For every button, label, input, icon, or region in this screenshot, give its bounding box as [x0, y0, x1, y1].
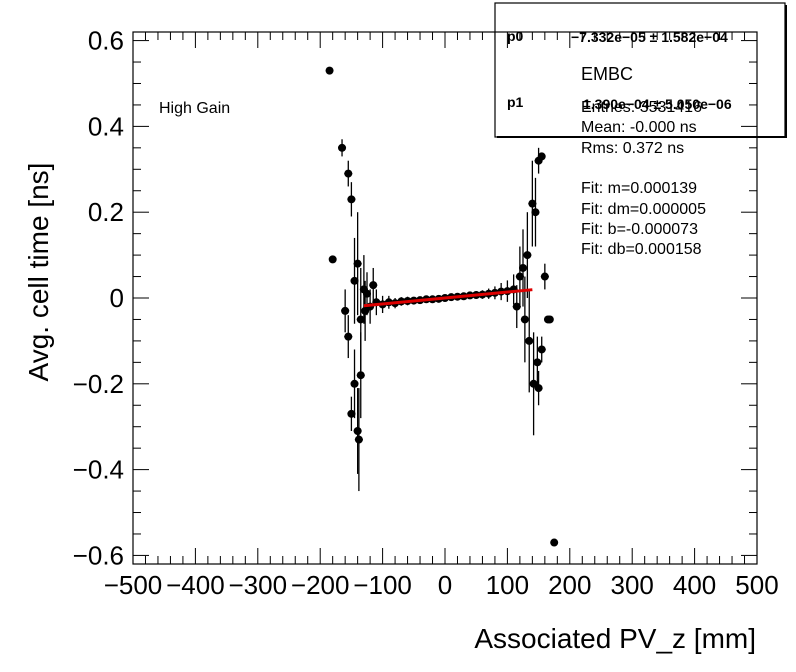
stats-name: EMBC: [581, 64, 633, 84]
data-point: [353, 259, 362, 268]
x-tick-label: 0: [438, 570, 452, 600]
fit-line: [363, 288, 533, 308]
stats-fit-m: Fit: m=0.000139: [581, 180, 697, 197]
x-tick-label: 300: [611, 570, 654, 600]
data-point: [537, 152, 546, 161]
x-tick-labels: −500 −400 −300 −200 −100 0 100 200 300 400 500: [104, 570, 779, 600]
data-point: [347, 195, 356, 204]
stats-fit-b: Fit: b=-0.000073: [581, 221, 698, 238]
y-tick-label: 0.4: [88, 111, 124, 141]
data-points: [325, 66, 559, 547]
data-point: [350, 379, 359, 388]
data-point: [519, 263, 527, 272]
data-point: [540, 272, 549, 281]
x-tick-label: −100: [353, 570, 412, 600]
data-point: [528, 199, 537, 208]
data-point: [353, 427, 362, 435]
x-tick-label: −200: [291, 570, 350, 600]
data-point: [537, 345, 546, 354]
y-tick-label: −0.6: [73, 540, 124, 570]
data-point: [525, 336, 534, 345]
data-point: [344, 332, 353, 341]
data-point: [533, 358, 542, 367]
stats-fit-dm: Fit: dm=0.000005: [581, 201, 706, 218]
data-point: [328, 255, 337, 264]
stats-entries: Entries: 3531416: [581, 99, 702, 116]
x-tick-label: −400: [166, 570, 225, 600]
data-point: [354, 435, 363, 444]
data-point: [356, 371, 365, 380]
data-point: [520, 315, 529, 324]
x-tick-label: 100: [486, 570, 529, 600]
data-point: [338, 143, 347, 152]
data-point: [545, 315, 554, 324]
data-point: [534, 384, 543, 393]
x-tick-label: 400: [673, 570, 716, 600]
y-tick-label: 0: [110, 283, 124, 313]
fit-p0-value: −7.332e−05 ± 1.582e−04: [571, 29, 728, 45]
data-point: [341, 306, 350, 315]
y-tick-labels: −0.6 −0.4 −0.2 0 0.2 0.4 0.6: [73, 26, 124, 571]
data-point: [515, 272, 524, 281]
data-point: [350, 276, 359, 285]
fit-p0-label: p0: [507, 28, 524, 44]
fit-p1-value: 1.390e−04 ± 5.050e−06: [583, 96, 732, 112]
data-point: [344, 169, 353, 178]
high-gain-label: High Gain: [159, 100, 230, 117]
x-tick-label: 500: [735, 570, 778, 600]
data-point: [369, 281, 378, 290]
y-tick-label: −0.4: [73, 455, 124, 485]
x-tick-label: −500: [104, 570, 163, 600]
x-tick-label: 200: [548, 570, 591, 600]
data-point: [550, 538, 559, 547]
y-tick-label: 0.6: [88, 26, 124, 56]
fit-parameter-box: p0 −7.332e−05 ± 1.582e−04 p1 1.390e−04 ±…: [494, 2, 787, 138]
data-point: [363, 289, 371, 298]
x-axis-title: Associated PV_z [mm]: [474, 623, 756, 654]
stats-fit-db: Fit: db=0.000158: [581, 241, 702, 258]
y-axis-title: Avg. cell time [ns]: [23, 163, 54, 382]
y-tick-label: −0.2: [73, 369, 124, 399]
data-point: [347, 409, 356, 418]
data-point: [523, 251, 532, 260]
x-tick-label: −300: [229, 570, 288, 600]
stats-rms: Rms: 0.372 ns: [581, 140, 684, 157]
stats-mean: Mean: -0.000 ns: [581, 119, 697, 136]
data-point: [356, 315, 365, 324]
axis-ticks: [132, 32, 758, 564]
data-point: [325, 66, 334, 75]
fit-p1-label: p1: [507, 94, 524, 110]
data-point: [531, 208, 540, 217]
data-point: [512, 302, 521, 311]
y-tick-label: 0.2: [88, 197, 124, 227]
